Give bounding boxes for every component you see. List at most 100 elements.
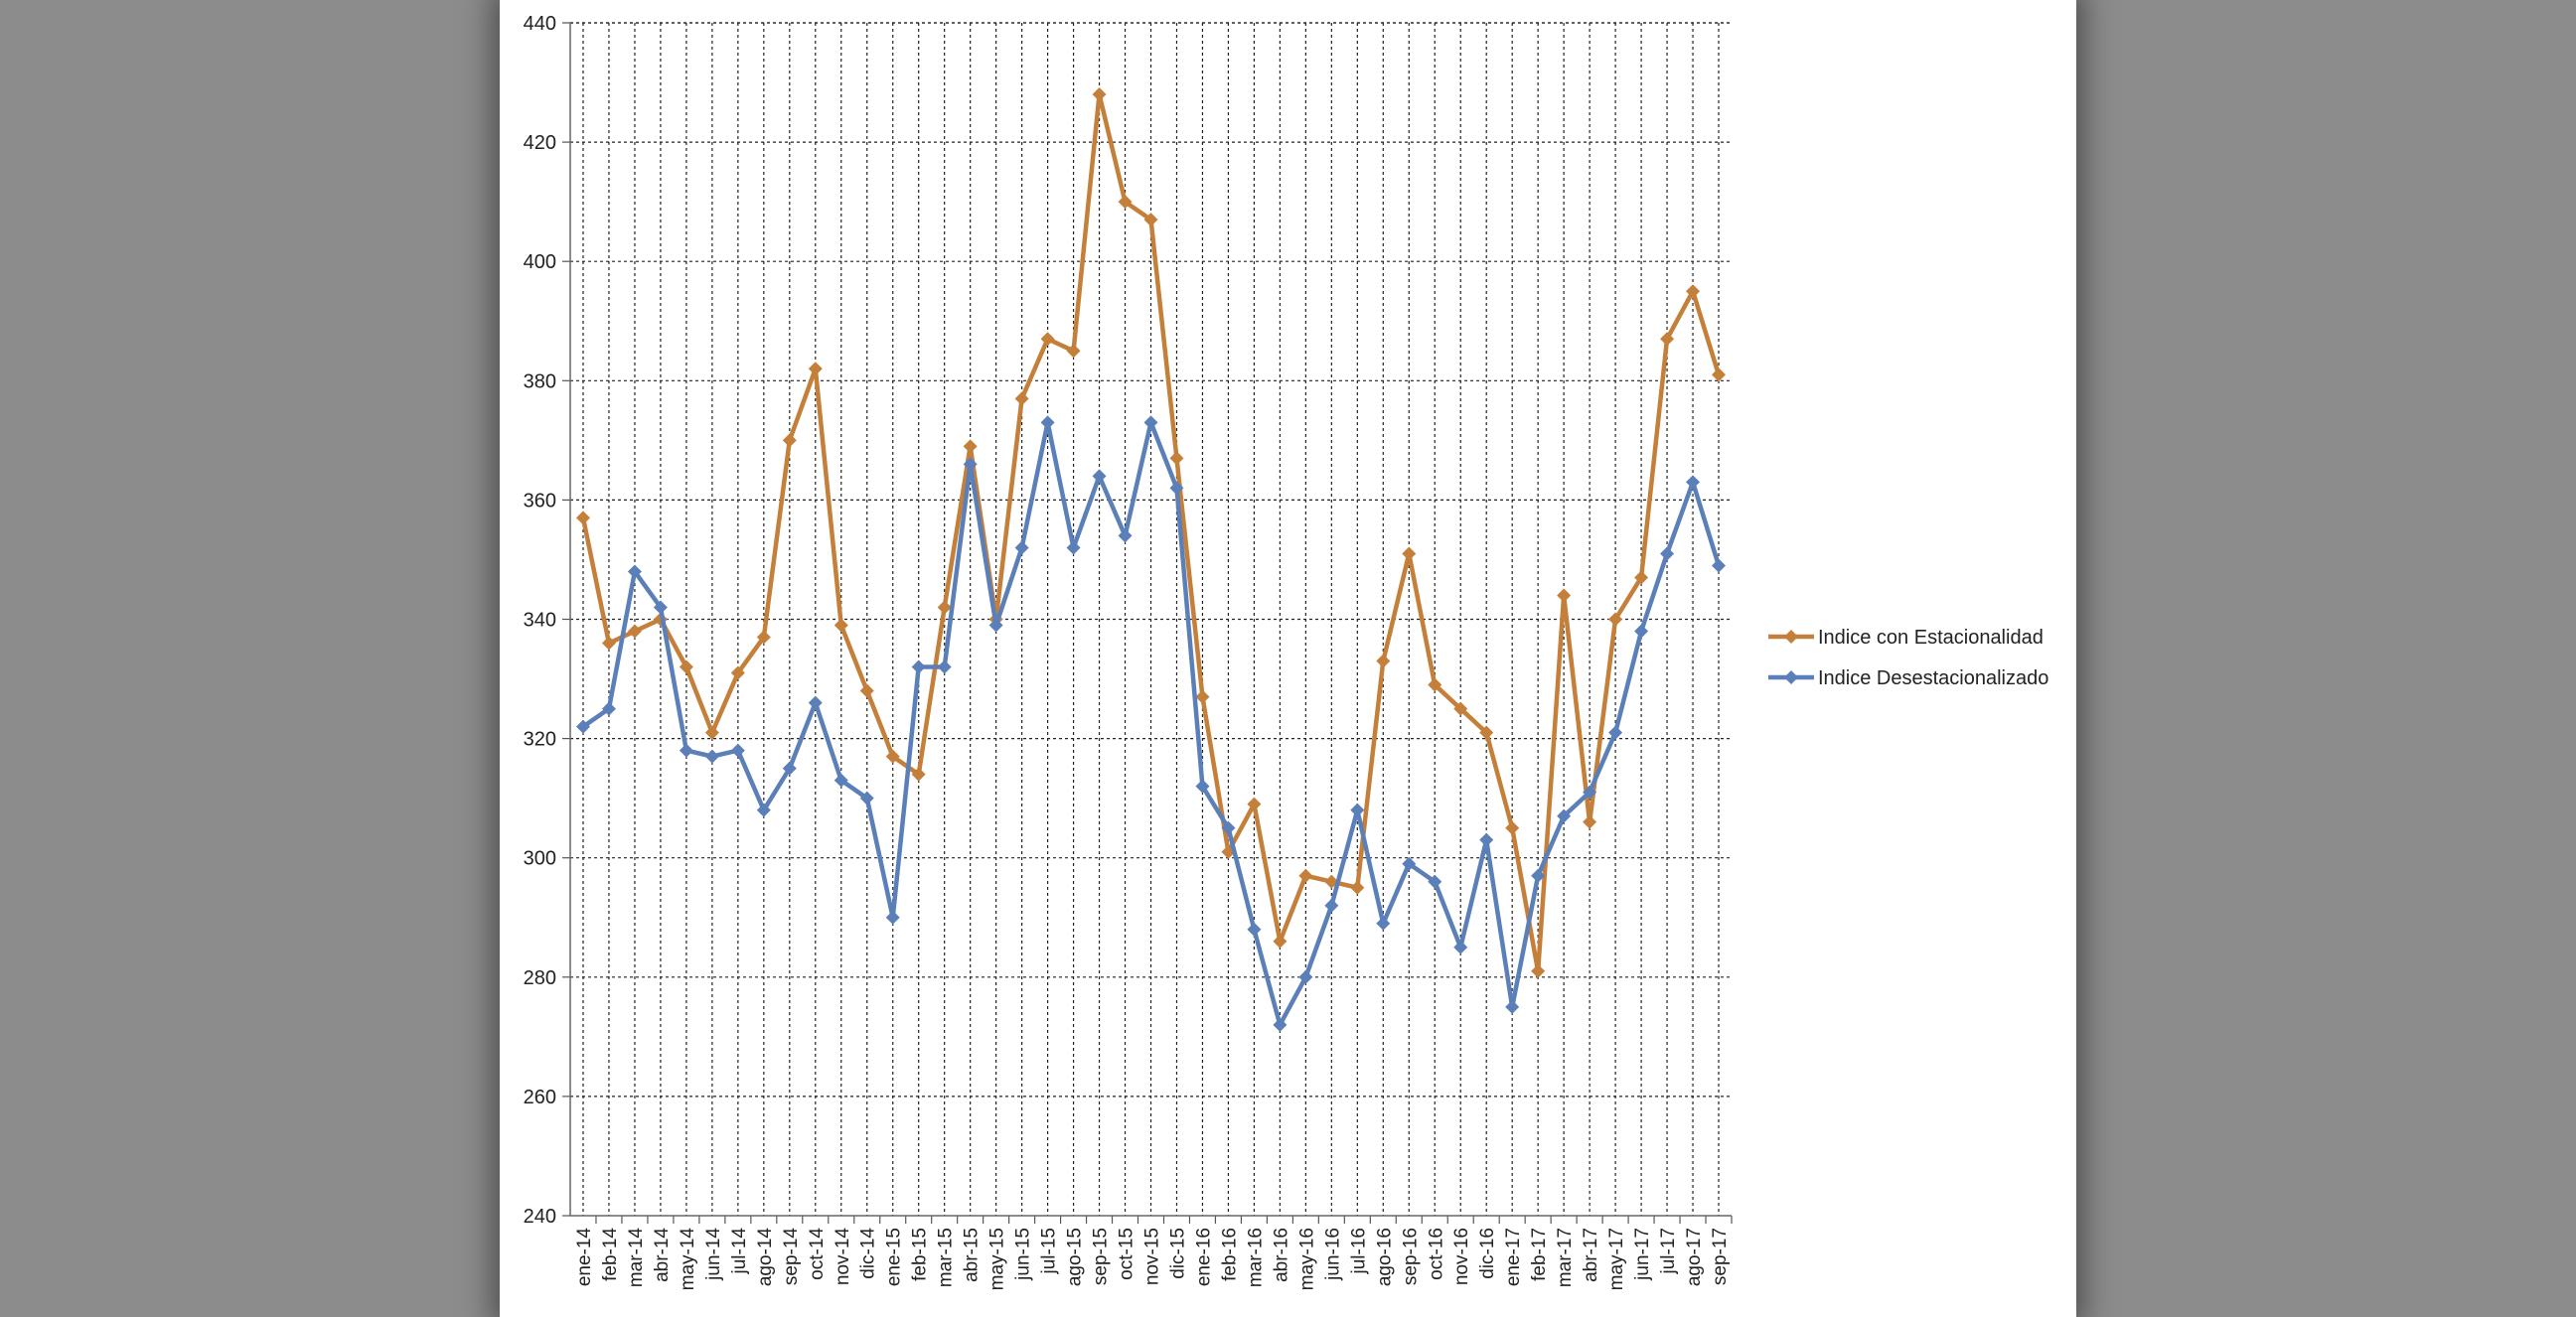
y-tick-label: 280	[524, 967, 556, 989]
data-point	[653, 600, 668, 615]
data-point	[1712, 367, 1727, 382]
x-tick-label: abr-15	[962, 1228, 983, 1282]
x-tick-label: mar-16	[1245, 1228, 1266, 1287]
data-point	[859, 791, 874, 805]
data-point	[679, 659, 693, 674]
data-point	[1143, 415, 1158, 430]
x-tick-label: jul-15	[1039, 1228, 1060, 1274]
data-point	[601, 636, 616, 651]
series-lines	[575, 87, 1727, 1032]
data-point	[1273, 934, 1288, 949]
data-point	[1557, 808, 1572, 823]
data-point	[1350, 803, 1365, 817]
data-point	[911, 767, 926, 782]
y-tick-labels: 240 260 280 300 320 340 360 380 400 420 440	[524, 13, 556, 1228]
data-point	[1557, 588, 1572, 603]
data-point	[1221, 820, 1236, 835]
data-point	[1428, 677, 1442, 692]
data-point	[1066, 540, 1081, 555]
data-point	[1402, 856, 1417, 871]
y-tick-label: 360	[524, 490, 556, 512]
x-tick-label: mar-15	[936, 1228, 957, 1287]
data-point	[937, 659, 952, 674]
data-point	[963, 457, 978, 472]
data-point	[1505, 999, 1520, 1014]
y-tick-label: 380	[524, 370, 556, 392]
legend-entry-2: Indice Desestacionalizado	[1768, 667, 2048, 689]
data-point	[1660, 546, 1675, 561]
x-tick-label: nov-14	[833, 1228, 853, 1286]
x-tick-label: feb-16	[1219, 1228, 1240, 1281]
legend-entry-1: Indice con Estacionalidad	[1768, 627, 2044, 649]
legend-marker	[1784, 670, 1798, 684]
x-tick-label: abr-14	[652, 1228, 673, 1282]
data-point	[756, 803, 771, 817]
series-2	[575, 415, 1727, 1032]
data-point	[1608, 725, 1623, 740]
data-point	[1324, 898, 1339, 913]
x-tick-label: feb-15	[910, 1228, 931, 1281]
legend-label: Indice Desestacionalizado	[1818, 667, 2048, 689]
data-point	[782, 433, 797, 448]
y-tick-label: 320	[524, 729, 556, 751]
data-point	[575, 511, 590, 525]
data-point	[1402, 546, 1417, 561]
x-tick-label: jun-16	[1322, 1228, 1343, 1281]
data-point	[1040, 332, 1055, 347]
y-tick-label: 440	[524, 13, 556, 35]
data-point	[885, 910, 900, 925]
data-point	[704, 725, 719, 740]
x-tick-label: abr-17	[1581, 1228, 1601, 1282]
data-point	[1453, 940, 1468, 954]
data-point	[1014, 540, 1029, 555]
x-tick-label: sep-15	[1091, 1228, 1112, 1285]
x-tick-label: oct-14	[807, 1228, 828, 1280]
data-point	[575, 719, 590, 734]
y-tick-label: 240	[524, 1206, 556, 1228]
x-tick-label: jun-14	[703, 1228, 724, 1281]
data-point	[1376, 916, 1391, 931]
x-tick-label: jul-17	[1658, 1228, 1679, 1274]
y-tick-label: 300	[524, 848, 556, 870]
x-tick-label: feb-14	[600, 1228, 621, 1281]
data-point	[1479, 832, 1494, 847]
data-point	[1014, 391, 1029, 406]
data-point	[963, 439, 978, 454]
data-point	[1686, 475, 1701, 490]
data-point	[885, 749, 900, 764]
chart-panel: 240 260 280 300 320 340 360 380 400 420 440 ene-14…	[500, 0, 2076, 1317]
x-tick-label: may-15	[987, 1228, 1008, 1290]
data-point	[1169, 481, 1184, 496]
y-tick-label: 420	[524, 132, 556, 154]
data-point	[1118, 195, 1133, 210]
data-point	[833, 773, 848, 788]
x-tick-label: ago-14	[755, 1228, 776, 1287]
x-tick-label: sep-17	[1710, 1228, 1731, 1285]
x-tick-label: may-17	[1606, 1228, 1627, 1290]
data-point	[1247, 797, 1262, 811]
data-point	[808, 362, 823, 376]
y-tick-label: 400	[524, 251, 556, 273]
y-tick-label: 260	[524, 1087, 556, 1108]
legend-label: Indice con Estacionalidad	[1818, 627, 2044, 649]
x-tick-label: oct-15	[1117, 1228, 1137, 1280]
data-point	[1195, 689, 1210, 704]
data-point	[1428, 874, 1442, 889]
data-point	[1660, 332, 1675, 347]
data-point	[1712, 558, 1727, 573]
data-point	[1479, 725, 1494, 740]
x-tick-label: jun-15	[1013, 1228, 1034, 1281]
data-point	[756, 630, 771, 645]
axes	[562, 22, 1733, 1224]
data-point	[1066, 344, 1081, 359]
data-point	[1531, 963, 1546, 978]
data-point	[1634, 570, 1649, 585]
x-tick-label: ene-14	[574, 1228, 595, 1287]
x-tick-labels: ene-14 feb-14 mar-14 abr-14 may-14 jun-14 jul-…	[574, 1228, 1731, 1291]
data-point	[679, 743, 693, 758]
data-point	[1118, 528, 1133, 543]
data-point	[808, 695, 823, 710]
data-point	[1092, 87, 1107, 102]
data-point	[988, 618, 1003, 633]
data-point	[1298, 868, 1313, 883]
